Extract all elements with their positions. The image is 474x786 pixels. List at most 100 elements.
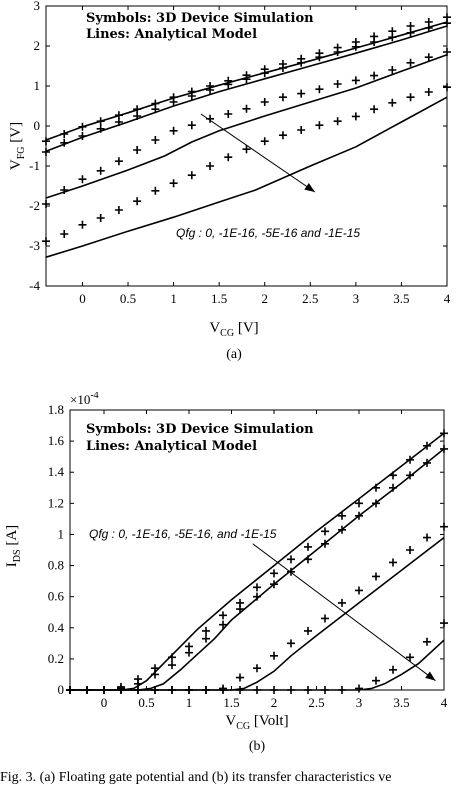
plus-marker	[78, 175, 87, 184]
y-label-main: I	[4, 562, 20, 567]
plus-marker	[96, 166, 105, 175]
plus-marker	[168, 661, 176, 670]
y-axis-label: VFG [V]	[8, 122, 27, 170]
plus-marker	[406, 93, 415, 102]
plus-marker	[287, 567, 295, 576]
plus-marker	[270, 651, 278, 660]
plus-marker	[287, 555, 295, 564]
plus-marker	[338, 525, 346, 534]
plus-marker	[424, 88, 433, 96]
plus-marker	[304, 555, 312, 564]
y-axis-label: IDS [A]	[4, 525, 23, 567]
x-label-unit: [V]	[234, 320, 259, 336]
plus-marker	[169, 126, 178, 135]
plus-marker	[134, 686, 142, 694]
plus-marker	[321, 527, 329, 536]
sim-series-2	[42, 19, 451, 156]
x-tick-label: 0	[101, 695, 108, 710]
plus-marker	[423, 533, 431, 542]
y-tick-label: -4	[29, 278, 40, 293]
plus-marker	[66, 686, 74, 694]
y-tick-label: 0.6	[48, 589, 65, 604]
plus-marker	[278, 131, 287, 140]
plus-marker	[355, 586, 363, 595]
plus-marker	[406, 455, 414, 464]
plus-marker	[253, 664, 261, 673]
plus-marker	[202, 626, 210, 635]
plus-marker	[297, 89, 306, 98]
plus-marker	[187, 171, 196, 180]
sim-series-4	[66, 619, 448, 694]
plus-marker	[114, 157, 123, 166]
x-axis-label: VCG [V]	[209, 320, 258, 339]
plus-marker	[321, 686, 329, 694]
plus-marker	[236, 686, 244, 694]
plus-marker	[440, 522, 448, 531]
plus-marker	[351, 112, 360, 121]
y-tick-label: 0.4	[48, 620, 65, 635]
plus-marker	[423, 637, 431, 646]
plus-marker	[151, 686, 159, 694]
x-tick-label: 4	[441, 695, 448, 710]
plus-marker	[270, 569, 278, 578]
plus-marker	[253, 592, 261, 601]
plus-marker	[355, 499, 363, 508]
annotation-arrow-shaft	[252, 543, 436, 682]
plus-marker	[202, 686, 210, 694]
plus-marker	[202, 634, 210, 643]
plus-marker	[333, 80, 342, 88]
y-tick-label: 3	[34, 0, 41, 13]
plus-marker	[187, 121, 196, 130]
y-tick-label: 1.8	[48, 402, 64, 417]
plus-marker	[253, 686, 261, 694]
x-tick-label: 1.5	[223, 695, 239, 710]
y-label-unit: [A]	[4, 525, 20, 550]
plus-marker	[338, 598, 346, 607]
annotation-arrow-shaft	[200, 113, 316, 193]
y-label-main: V	[8, 159, 24, 170]
plus-marker	[117, 686, 125, 694]
plus-marker	[372, 572, 380, 581]
model-line-2	[45, 25, 448, 152]
x-tick-label: 0.5	[138, 695, 154, 710]
x-tick-label: 0.5	[120, 291, 136, 306]
plus-marker	[287, 686, 295, 694]
plus-marker	[270, 686, 278, 694]
plus-marker	[60, 230, 69, 238]
plus-marker	[406, 653, 414, 662]
y-tick-label: 1.6	[48, 433, 65, 448]
plus-marker	[60, 186, 69, 194]
annotation-symbols: Symbols: 3D Device Simulation	[86, 11, 314, 26]
plus-marker	[78, 132, 87, 140]
plus-marker	[372, 499, 380, 508]
panel-label-b: (b)	[249, 739, 266, 754]
arrow-label: Qfg : 0, -1E-16, -5E-16, and -1E-15	[89, 527, 277, 541]
plus-marker	[406, 471, 414, 480]
plus-marker	[278, 93, 287, 102]
multiplier-exponent: -4	[90, 392, 98, 401]
y-label-sub: FG	[16, 146, 27, 159]
x-tick-label: 1	[186, 695, 193, 710]
chart-b: 0 0.5 1 1.5 2 2.5 3 3.5 4 0 0.2 0.4 0.6 0.8 1 1.2 1.4 1.6…	[4, 392, 448, 754]
plus-marker	[315, 85, 324, 94]
plus-marker	[42, 137, 50, 146]
plus-marker	[219, 611, 227, 620]
plus-marker	[406, 22, 415, 30]
plus-marker	[114, 206, 123, 214]
plus-marker	[406, 546, 414, 554]
sim-series-1	[66, 429, 448, 694]
y-tick-label: 1.2	[48, 495, 64, 510]
plus-marker	[423, 458, 431, 467]
plus-marker	[333, 117, 342, 126]
plus-marker	[278, 64, 287, 72]
x-tick-label: 3.5	[393, 695, 409, 710]
plus-marker	[372, 483, 380, 492]
y-tick-label: 0.8	[48, 558, 64, 573]
plus-marker	[42, 148, 50, 156]
x-label-sub: CG	[236, 721, 250, 732]
plus-marker	[185, 686, 193, 694]
arrow-label: Qfg : 0, -1E-16, -5E-16 and -1E-15	[176, 226, 360, 240]
plus-marker	[333, 48, 342, 56]
plus-marker	[114, 118, 123, 126]
x-tick-label: 2.5	[308, 695, 324, 710]
